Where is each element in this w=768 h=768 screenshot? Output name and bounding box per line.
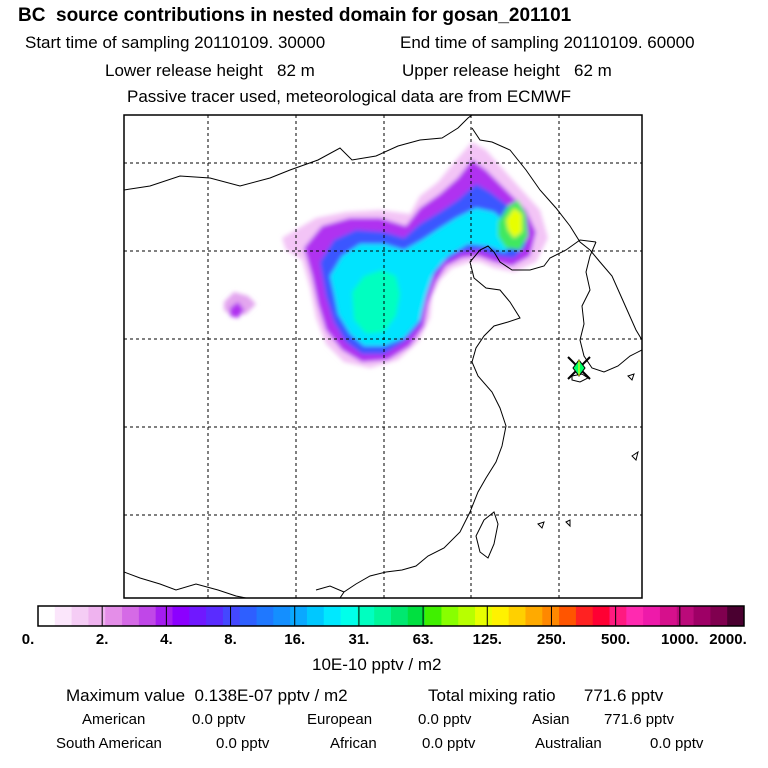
colorbar-swatch: [105, 606, 123, 626]
colorbar-swatch: [54, 606, 73, 626]
colorbar-swatch: [71, 606, 89, 626]
european-value: 0.0 pptv: [418, 711, 472, 728]
korea-west-coast: [579, 241, 642, 373]
coastlines: [124, 115, 642, 598]
african-label: African: [330, 735, 377, 752]
colorbar: [37, 605, 745, 627]
colorbar-swatch: [676, 606, 695, 626]
colorbar-swatch: [172, 606, 190, 626]
japan-islet-2: [631, 450, 639, 461]
colorbar-swatch: [323, 606, 342, 626]
colorbar-swatch: [38, 606, 56, 626]
colorbar-swatch: [441, 606, 459, 626]
colorbar-swatch: [475, 606, 493, 626]
colorbar-tick-label: 2000.: [709, 631, 747, 648]
colorbar-swatch: [659, 606, 678, 626]
colorbar-swatch: [273, 606, 291, 626]
australian-label: Australian: [535, 735, 602, 752]
colorbar-swatch: [374, 606, 392, 626]
ryukyu-islet-2: [565, 519, 571, 528]
colorbar-swatch: [88, 606, 106, 626]
colorbar-swatch: [122, 606, 140, 626]
african-value: 0.0 pptv: [422, 735, 476, 752]
european-label: European: [307, 711, 373, 728]
colorbar-swatch: [407, 606, 426, 626]
colorbar-swatch: [559, 606, 577, 626]
colorbar-swatch: [306, 606, 325, 626]
tracer-note: Passive tracer used, meteorological data…: [127, 87, 572, 106]
colorbar-swatch: [508, 606, 526, 626]
south-american-label: South American: [56, 735, 162, 752]
colorbar-swatch: [222, 606, 241, 626]
taiwan: [475, 511, 499, 559]
colorbar-unit: 10E-10 pptv / m2: [312, 655, 442, 674]
colorbar-tick-label: 250.: [536, 631, 567, 648]
colorbar-swatch: [340, 606, 358, 626]
ryukyu-islet-1: [537, 521, 545, 529]
manchuria-border: [471, 127, 591, 251]
colorbar-swatch: [542, 606, 560, 626]
colorbar-tick-label: 8.: [224, 631, 237, 648]
colorbar-swatch: [710, 606, 728, 626]
colorbar-swatch: [458, 606, 476, 626]
korea-coast: [589, 249, 642, 341]
colorbar-swatch: [206, 606, 224, 626]
total-mixing-ratio-label: Total mixing ratio 771.6 pptv: [428, 686, 664, 705]
receptor-marker: [567, 356, 591, 380]
colorbar-tick-label: 16.: [284, 631, 306, 648]
colorbar-tick-label: 500.: [601, 631, 631, 648]
colorbar-swatch: [575, 606, 594, 626]
colorbar-swatch: [391, 606, 409, 626]
upper-release-height-label: Upper release height 62 m: [402, 61, 612, 80]
colorbar-swatch: [491, 606, 510, 626]
hainan-edge: [315, 585, 345, 593]
australian-value: 0.0 pptv: [650, 735, 704, 752]
american-value: 0.0 pptv: [192, 711, 246, 728]
colorbar-swatch: [643, 606, 661, 626]
colorbar-swatch: [357, 606, 375, 626]
china-north-border: [124, 115, 473, 191]
colorbar-swatch: [189, 606, 207, 626]
plume-teal: [352, 270, 400, 334]
colorbar-swatch: [525, 606, 543, 626]
asian-label: Asian: [532, 711, 570, 728]
colorbar-swatch: [693, 606, 711, 626]
colorbar-swatch: [155, 606, 173, 626]
colorbar-swatch: [290, 606, 308, 626]
american-label: American: [82, 711, 146, 728]
colorbar-swatch: [239, 606, 258, 626]
colorbar-tick-label: 4.: [160, 631, 173, 648]
colorbar-tick-label: 2.: [95, 631, 109, 648]
colorbar-tick-label: 63.: [412, 631, 434, 648]
page-title: BC source contributions in nested domain…: [18, 5, 572, 26]
concentration-plume: [224, 142, 548, 368]
map-frame: [123, 114, 643, 599]
colorbar-swatch: [626, 606, 644, 626]
colorbar-tick-label: 1000.: [661, 631, 699, 648]
colorbar-tick-label: 31.: [348, 631, 370, 648]
colorbar-tick-label: 0.: [21, 631, 35, 648]
asian-value: 771.6 pptv: [604, 711, 675, 728]
colorbar-border: [37, 605, 745, 627]
lower-release-height-label: Lower release height 82 m: [105, 61, 315, 80]
colorbar-swatch: [424, 606, 442, 626]
colorbar-swatch: [609, 606, 627, 626]
start-time-label: Start time of sampling 20110109. 30000: [25, 33, 326, 52]
maximum-value-label: Maximum value 0.138E-07 pptv / m2: [66, 686, 348, 705]
japan-islet-1: [627, 373, 635, 381]
colorbar-swatch: [138, 606, 157, 626]
colorbar-swatch: [592, 606, 611, 626]
end-time-label: End time of sampling 20110109. 60000: [400, 33, 695, 52]
grid-lines: [124, 115, 642, 598]
colorbar-swatch: [256, 606, 274, 626]
china-south-border: [124, 571, 247, 598]
south-american-value: 0.0 pptv: [216, 735, 270, 752]
plume-small-core: [230, 302, 244, 318]
plume-yellow: [506, 208, 522, 238]
colorbar-swatch: [727, 606, 745, 626]
colorbar-tick-label: 125.: [472, 631, 502, 648]
bohai-coast: [339, 239, 597, 598]
